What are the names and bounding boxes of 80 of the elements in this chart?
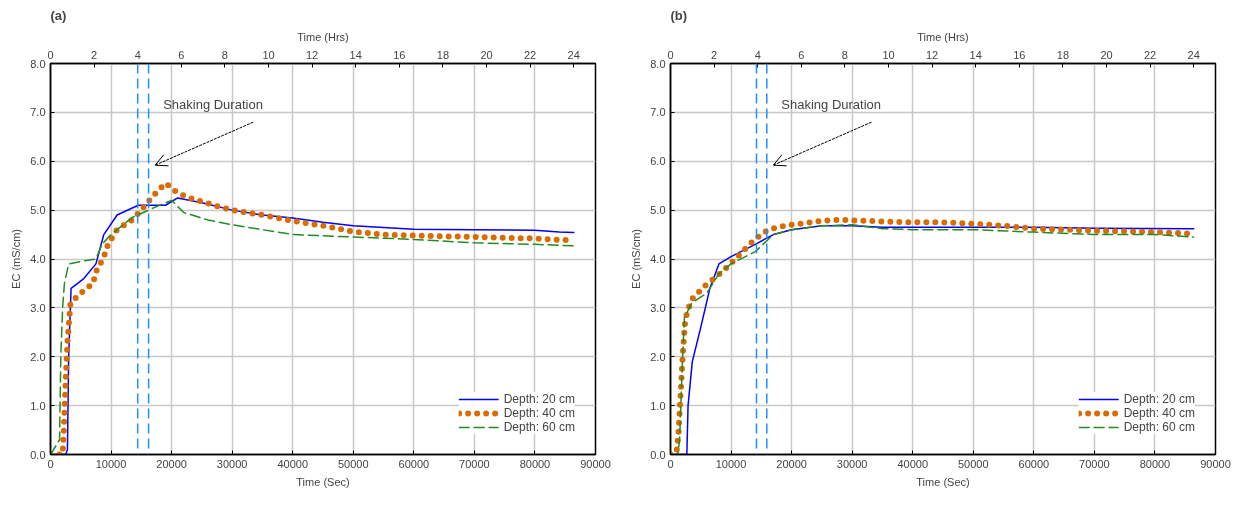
x2-tick-label: 18 <box>1056 48 1070 61</box>
x2-tick-label: 2 <box>91 48 98 61</box>
y-tick-label: 6.0 <box>650 155 666 168</box>
y-tick-label: 1.0 <box>30 399 46 412</box>
x2-tick-label: 4 <box>134 48 141 61</box>
x2-tick-label: 8 <box>221 48 228 61</box>
x-tick-label: 90000 <box>580 457 611 470</box>
y-tick-label: 4.0 <box>30 253 46 265</box>
x2-tick-label: 6 <box>798 48 805 61</box>
legend-label: Depth: 60 cm <box>503 420 575 434</box>
legend-label: Depth: 40 cm <box>1123 406 1195 420</box>
x-tick-label: 90000 <box>1200 457 1231 470</box>
x-tick-label: 20000 <box>156 457 187 470</box>
x2-tick-label: 24 <box>1187 48 1200 61</box>
x2-tick-label: 20 <box>480 48 493 61</box>
y-tick-label: 2.0 <box>30 350 46 363</box>
x2-tick-label: 22 <box>523 48 537 61</box>
x2-tick-label: 22 <box>1143 48 1157 61</box>
legend-label: Depth: 40 cm <box>503 406 575 420</box>
x2-tick-label: 10 <box>882 48 895 61</box>
x-tick-label: 20000 <box>776 457 807 470</box>
x-tick-label: 50000 <box>337 457 369 470</box>
y-tick-label: 1.0 <box>650 399 666 412</box>
x-tick-label: 0 <box>47 457 54 470</box>
y-tick-label: 8.0 <box>650 57 666 70</box>
chart-title: (b) <box>670 7 688 23</box>
legend-label: Depth: 20 cm <box>1123 392 1195 406</box>
y-tick-label: 7.0 <box>650 106 666 119</box>
annotation: Shaking Duration <box>781 97 882 113</box>
x2-tick-label: 18 <box>436 48 450 61</box>
x-tick-label: 70000 <box>1079 457 1110 470</box>
x-tick-label: 10000 <box>715 457 747 470</box>
x-axis-title: Time (Sec) <box>296 475 350 488</box>
x-tick-label: 60000 <box>398 457 430 470</box>
y-axis-title: EC (mS/cm) <box>10 229 23 289</box>
y-tick-label: 3.0 <box>650 301 666 314</box>
chart-title: (a) <box>50 7 67 23</box>
y-tick-label: 8.0 <box>30 57 46 70</box>
x2-tick-label: 16 <box>393 48 406 61</box>
x2-tick-label: 0 <box>47 48 54 61</box>
x2-axis-title: Time (Hrs) <box>297 30 349 43</box>
x2-tick-label: 12 <box>925 48 939 61</box>
x2-axis-title: Time (Hrs) <box>917 30 969 43</box>
y-tick-label: 4.0 <box>650 253 666 265</box>
x2-tick-label: 14 <box>349 48 362 61</box>
x-tick-label: 60000 <box>1018 457 1050 470</box>
x2-tick-label: 12 <box>305 48 319 61</box>
x-tick-label: 80000 <box>519 457 551 470</box>
y-tick-label: 3.0 <box>30 301 46 314</box>
x-tick-label: 30000 <box>216 457 248 470</box>
y-tick-label: 0.0 <box>30 448 46 461</box>
y-axis-title: EC (mS/cm) <box>630 229 643 289</box>
annotation: Shaking Duration <box>163 97 263 113</box>
x-tick-label: 0 <box>667 457 674 470</box>
x2-tick-label: 24 <box>567 48 580 61</box>
x-tick-label: 40000 <box>277 457 309 470</box>
x-tick-label: 70000 <box>459 457 490 470</box>
x-tick-label: 80000 <box>1139 457 1171 470</box>
legend-label: Depth: 60 cm <box>1123 420 1195 434</box>
x2-tick-label: 8 <box>841 48 848 61</box>
x2-tick-label: 20 <box>1100 48 1113 61</box>
x2-tick-label: 6 <box>178 48 185 61</box>
x2-tick-label: 0 <box>667 48 674 61</box>
x-tick-label: 30000 <box>836 457 868 470</box>
y-tick-label: 5.0 <box>650 204 666 217</box>
y-tick-label: 6.0 <box>30 155 46 168</box>
x2-tick-label: 4 <box>754 48 761 61</box>
x-tick-label: 10000 <box>95 457 127 470</box>
legend-label: Depth: 20 cm <box>503 392 575 406</box>
y-tick-label: 5.0 <box>30 204 46 217</box>
y-tick-label: 0.0 <box>650 448 666 461</box>
y-tick-label: 7.0 <box>30 106 46 119</box>
x-tick-label: 40000 <box>897 457 929 470</box>
y-tick-label: 2.0 <box>650 350 666 363</box>
x2-tick-label: 2 <box>711 48 718 61</box>
x2-tick-label: 10 <box>262 48 275 61</box>
x2-tick-label: 14 <box>969 48 982 61</box>
x-tick-label: 50000 <box>957 457 989 470</box>
x2-tick-label: 16 <box>1013 48 1026 61</box>
x-axis-title: Time (Sec) <box>916 475 970 488</box>
